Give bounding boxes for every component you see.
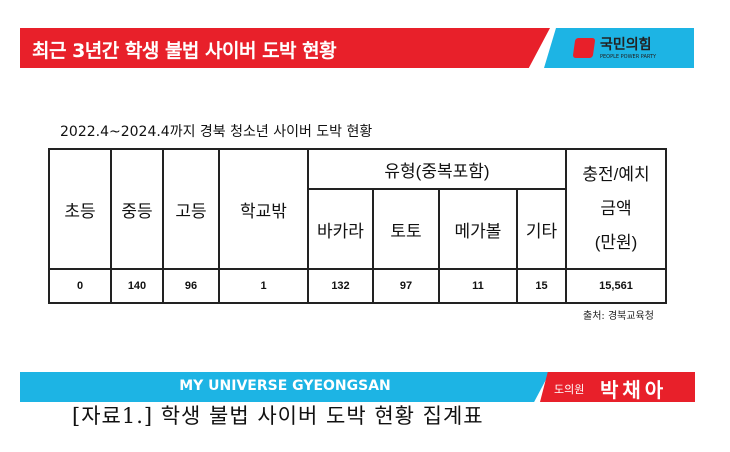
page-title: 최근 3년간 학생 불법 사이버 도박 현황 — [32, 40, 337, 62]
header-toto: 토토 — [372, 188, 440, 270]
header-middle: 중등 — [110, 148, 164, 270]
table-row: 0 140 96 1 132 97 11 15 15,561 — [48, 268, 667, 304]
cell: 0 — [48, 268, 112, 304]
cell: 15,561 — [565, 268, 667, 304]
cell: 11 — [438, 268, 518, 304]
amount-line2: 금액 — [600, 199, 632, 218]
figure-caption: [자료1.] 학생 불법 사이버 도박 현황 집계표 — [72, 404, 484, 428]
title-banner: 최근 3년간 학생 불법 사이버 도박 현황 — [20, 28, 550, 68]
logo-name: 국민의힘 — [600, 37, 652, 53]
member-banner: 도의원 박채아 — [540, 372, 695, 402]
header-baccarat: 바카라 — [307, 188, 374, 270]
party-logo: 국민의힘 PEOPLE POWER PARTY — [544, 28, 694, 68]
table-caption: 2022.4~2024.4까지 경북 청소년 사이버 도박 현황 — [60, 124, 373, 140]
cell: 15 — [516, 268, 567, 304]
amount-line3: (만원) — [594, 233, 638, 252]
logo-sub: PEOPLE POWER PARTY — [600, 54, 657, 60]
slogan: MY UNIVERSE GYEONGSAN — [179, 378, 391, 394]
header-megaball: 메가볼 — [438, 188, 518, 270]
header-other: 기타 — [516, 188, 567, 270]
member-role: 도의원 — [554, 383, 585, 396]
header-amount: 충전/예치 금액 (만원) — [565, 148, 667, 270]
cell: 132 — [307, 268, 374, 304]
amount-line1: 충전/예치 — [582, 165, 650, 184]
header-type-group: 유형(중복포함) — [307, 148, 567, 190]
cell: 1 — [218, 268, 309, 304]
party-logo-icon — [572, 38, 596, 58]
header-high: 고등 — [162, 148, 220, 270]
cell: 97 — [372, 268, 440, 304]
header-out-of-school: 학교밖 — [218, 148, 309, 270]
cell: 140 — [110, 268, 164, 304]
header-elementary: 초등 — [48, 148, 112, 270]
member-name: 박채아 — [600, 378, 668, 402]
gambling-table: 초등 중등 고등 학교밖 유형(중복포함) 충전/예치 금액 (만원) 바카라 … — [48, 148, 667, 304]
slogan-banner: MY UNIVERSE GYEONGSAN — [20, 372, 550, 402]
source-note: 출처: 경북교육청 — [583, 311, 654, 322]
cell: 96 — [162, 268, 220, 304]
